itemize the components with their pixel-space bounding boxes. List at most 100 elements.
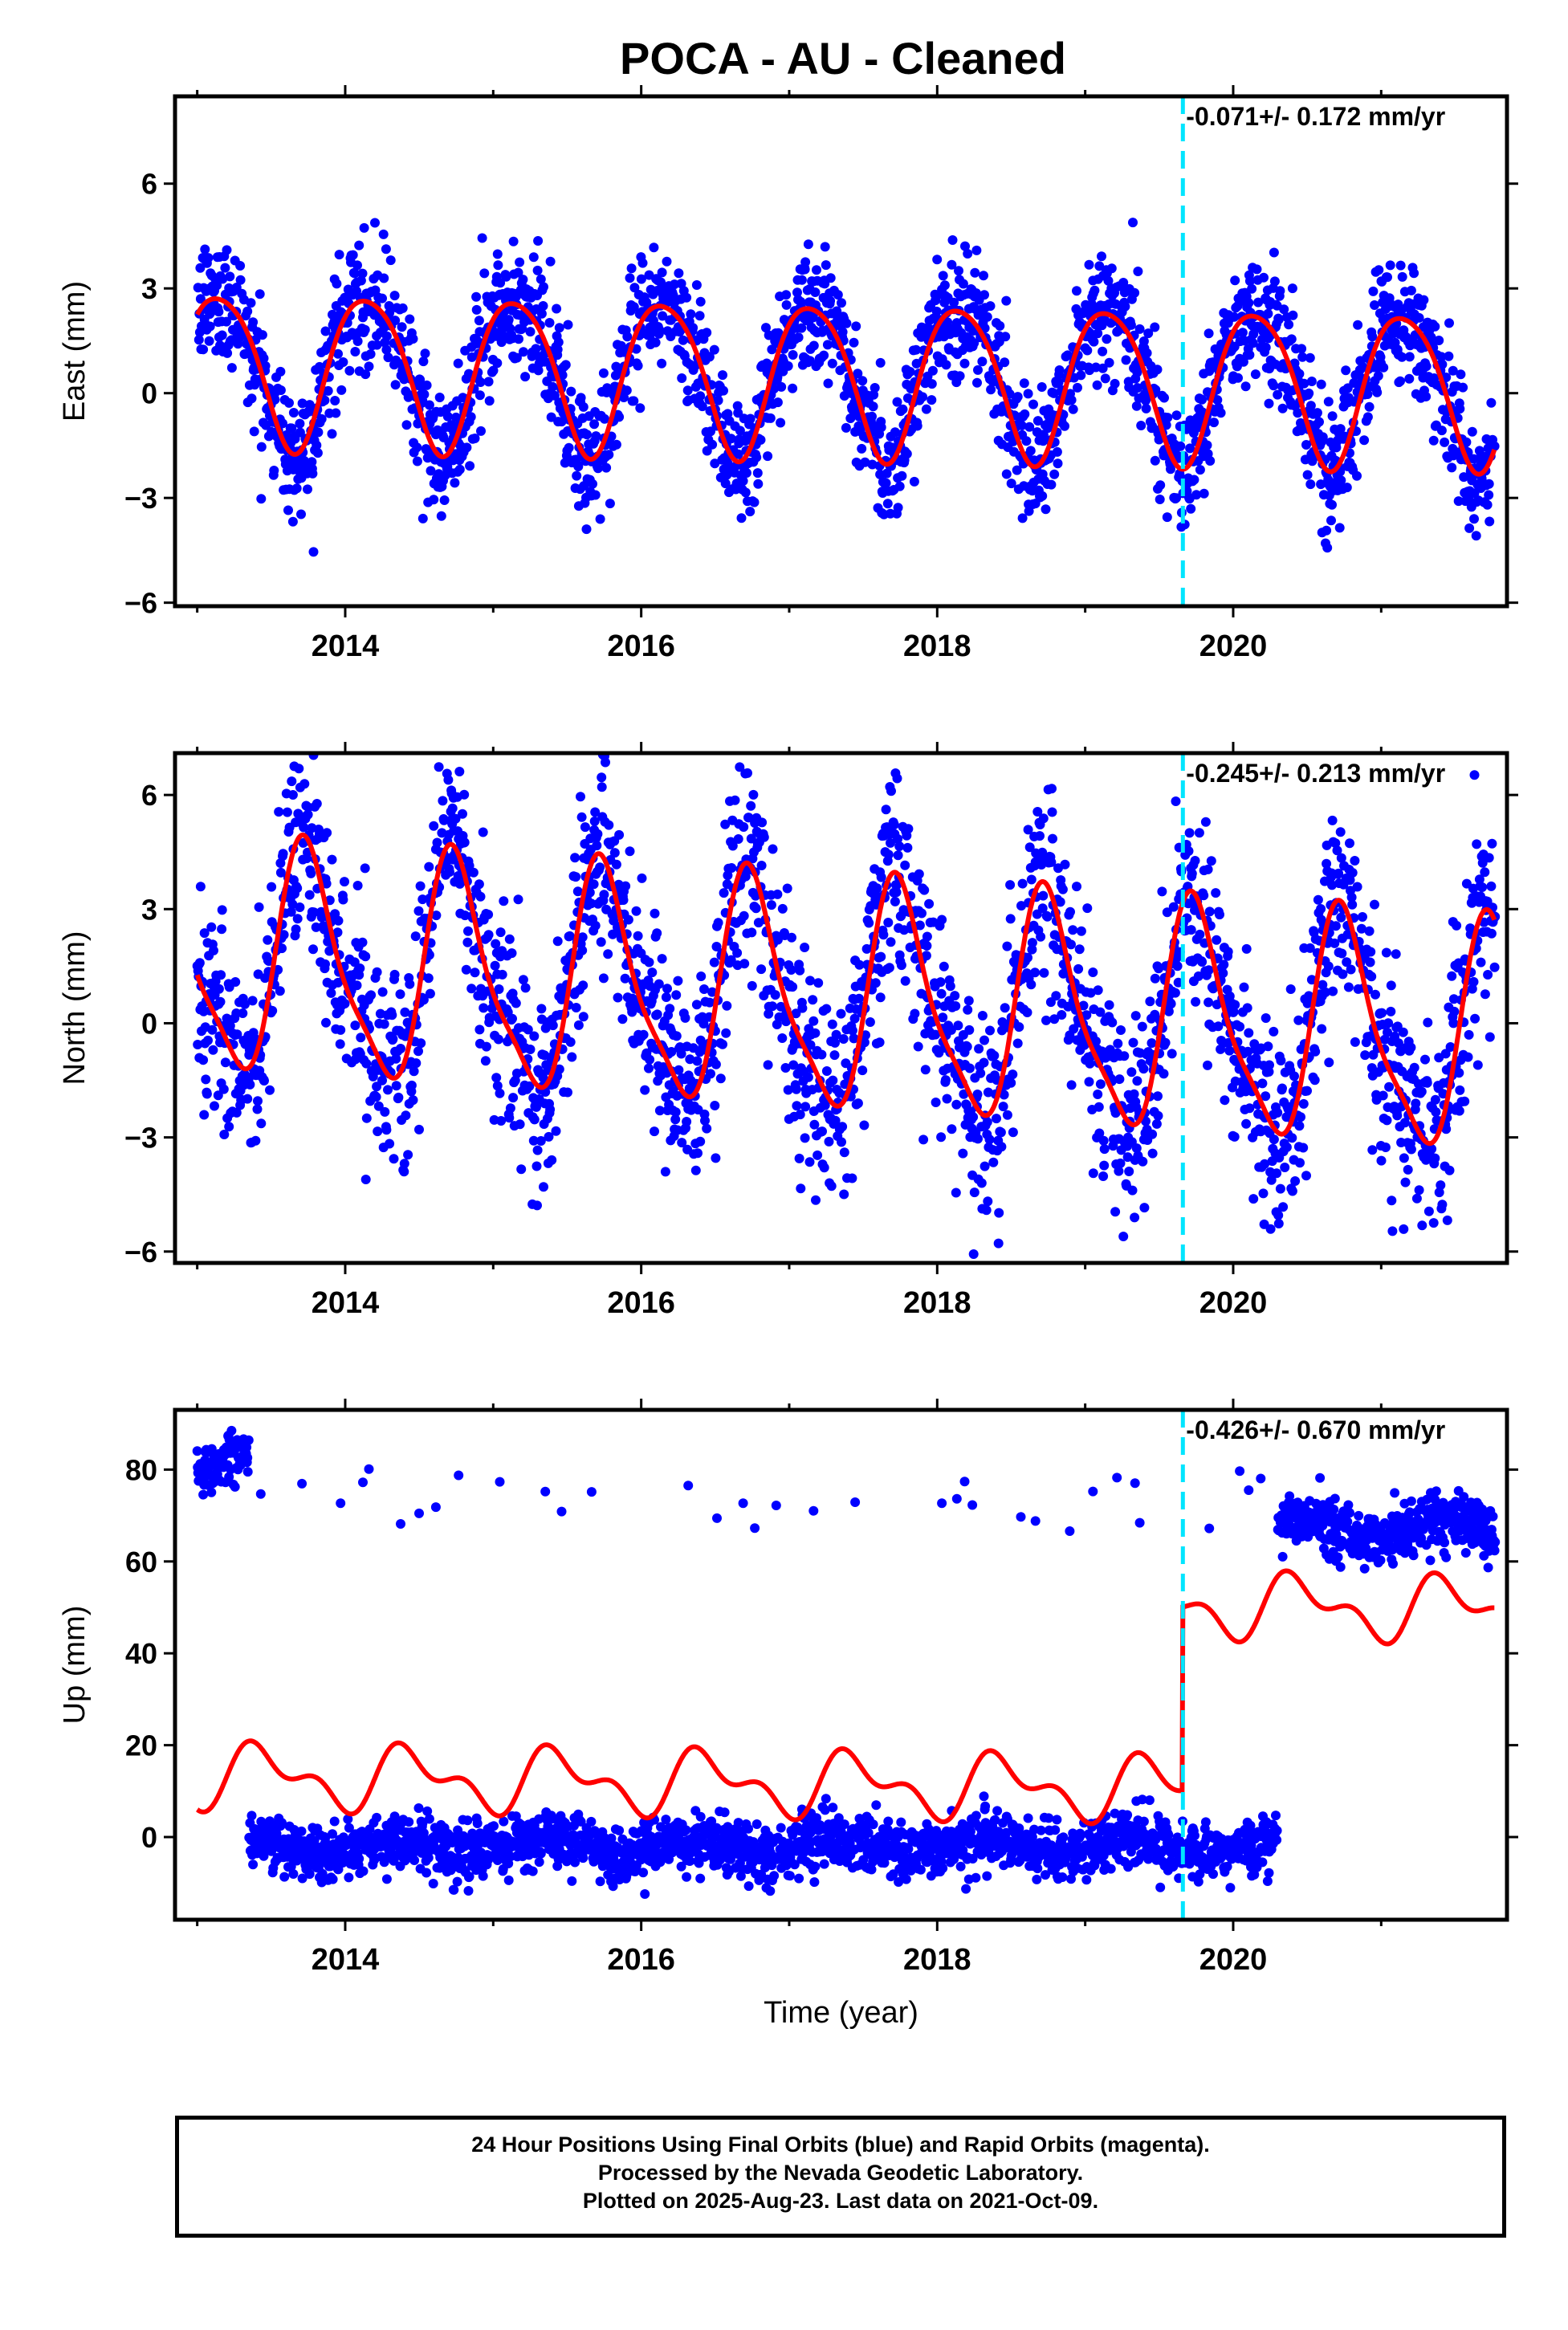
data-point	[1269, 381, 1279, 391]
data-point	[766, 900, 776, 910]
data-point	[295, 418, 305, 429]
data-point	[417, 513, 428, 523]
data-point	[883, 849, 894, 860]
data-point	[704, 352, 715, 362]
data-point	[1337, 948, 1347, 959]
data-point	[1309, 1075, 1320, 1086]
data-point	[488, 365, 499, 376]
data-point	[1272, 1168, 1282, 1179]
data-point	[327, 429, 337, 439]
data-point	[531, 344, 541, 354]
data-point	[291, 483, 302, 494]
data-point	[1195, 465, 1205, 475]
data-point	[195, 263, 206, 273]
data-point	[564, 442, 574, 453]
data-point	[450, 813, 461, 824]
data-point	[1046, 857, 1057, 867]
data-point	[706, 1069, 715, 1079]
data-point	[1362, 412, 1373, 422]
data-point	[458, 809, 467, 819]
data-point	[381, 1125, 392, 1135]
data-point	[857, 1065, 868, 1076]
data-point	[927, 395, 937, 405]
data-point	[508, 1093, 519, 1103]
data-point	[312, 799, 322, 809]
data-point	[1151, 1118, 1162, 1129]
data-point	[1229, 312, 1240, 322]
data-point	[751, 452, 762, 462]
data-point	[756, 964, 767, 975]
data-point	[252, 1104, 263, 1114]
data-point	[1037, 382, 1047, 392]
data-point	[694, 311, 705, 321]
data-point	[1385, 260, 1395, 271]
data-point	[741, 468, 751, 478]
data-point	[1203, 864, 1213, 874]
data-point	[1431, 1107, 1441, 1117]
data-point	[492, 1081, 503, 1091]
data-point	[217, 924, 227, 935]
data-point	[709, 344, 719, 355]
data-point	[1132, 367, 1142, 377]
data-point	[1364, 926, 1375, 936]
data-point	[875, 357, 886, 368]
data-point	[1269, 276, 1280, 287]
data-point	[477, 233, 487, 243]
data-point	[423, 973, 434, 984]
data-point	[786, 965, 796, 975]
data-point	[921, 951, 931, 961]
data-point	[1477, 882, 1488, 892]
data-point	[222, 245, 232, 255]
data-point	[1273, 1219, 1284, 1228]
data-point	[654, 325, 665, 336]
data-point	[1480, 867, 1490, 878]
data-point	[447, 803, 458, 813]
data-point	[1278, 1202, 1289, 1212]
data-point	[867, 411, 877, 422]
data-point	[1224, 1045, 1235, 1056]
data-point	[313, 427, 324, 438]
data-point	[216, 970, 226, 980]
data-point	[1057, 884, 1068, 894]
data-point	[947, 1124, 957, 1134]
data-point	[1160, 1037, 1171, 1048]
data-point	[1024, 842, 1035, 853]
data-point	[320, 395, 330, 405]
data-point	[1001, 469, 1012, 479]
data-point	[1230, 275, 1240, 286]
data-point	[1332, 845, 1342, 856]
data-point	[1403, 1164, 1413, 1175]
data-point	[1066, 939, 1076, 950]
data-point	[1263, 308, 1273, 319]
data-point	[1253, 297, 1264, 308]
data-point	[881, 805, 891, 815]
data-point	[245, 1079, 255, 1090]
data-point	[1422, 1077, 1432, 1088]
data-point	[633, 931, 643, 941]
data-point	[1092, 380, 1102, 390]
data-point	[1470, 1013, 1480, 1024]
data-point	[1124, 1167, 1134, 1176]
data-point	[823, 378, 833, 389]
data-point	[870, 978, 881, 988]
data-point	[1166, 464, 1175, 475]
frame-east	[173, 94, 1509, 609]
data-point	[817, 1126, 827, 1137]
data-point	[1387, 1196, 1397, 1206]
data-point	[1191, 490, 1202, 500]
data-point	[1094, 1128, 1105, 1139]
data-point	[686, 309, 696, 320]
data-point	[638, 1029, 649, 1040]
data-point	[920, 1065, 931, 1075]
data-point	[297, 398, 307, 409]
data-point	[765, 413, 776, 423]
data-point	[1365, 957, 1375, 967]
data-point	[809, 1119, 820, 1130]
data-point	[783, 360, 793, 371]
data-point	[589, 879, 599, 890]
data-point	[958, 279, 968, 289]
data-point	[504, 934, 515, 944]
data-point	[344, 365, 355, 376]
data-point	[718, 1039, 727, 1049]
